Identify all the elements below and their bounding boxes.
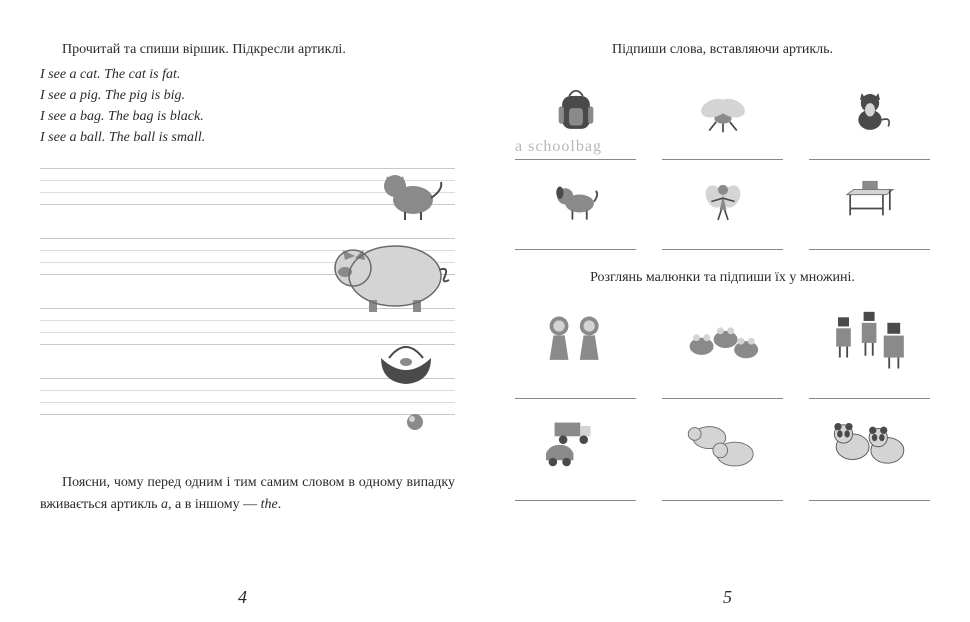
- pandas-icon: [809, 409, 930, 479]
- cell-dog: [515, 170, 636, 250]
- cell-schoolbag: a schoolbag: [515, 80, 636, 160]
- ball-image: [405, 412, 425, 432]
- poem-line: I see a ball. The ball is small.: [40, 127, 455, 148]
- bag-image: [371, 332, 441, 388]
- schoolbag-icon: [515, 80, 636, 138]
- article-a: a: [161, 497, 168, 512]
- cell-frogs: [662, 307, 783, 399]
- cat-image: [375, 162, 445, 222]
- cell-vehicles: [515, 409, 636, 501]
- write-line[interactable]: [662, 228, 783, 250]
- write-line[interactable]: [515, 228, 636, 250]
- robots-icon: [809, 307, 930, 377]
- fairy-icon: [662, 170, 783, 228]
- frogs-icon: [662, 307, 783, 377]
- explain-text: Поясни, чому перед одним і тим самим сло…: [40, 472, 455, 517]
- cell-pandas: [809, 409, 930, 501]
- cell-desk: [809, 170, 930, 250]
- cell-mosquito: [662, 80, 783, 160]
- poem-line: I see a pig. The pig is big.: [40, 85, 455, 106]
- right-instruction-1: Підпиши слова, вставляючи артикль.: [515, 40, 930, 60]
- desk-icon: [809, 170, 930, 228]
- write-line[interactable]: [662, 479, 783, 501]
- dolls-icon: [515, 307, 636, 377]
- write-line[interactable]: [662, 138, 783, 160]
- write-line[interactable]: [809, 377, 930, 399]
- write-line[interactable]: [809, 138, 930, 160]
- write-line[interactable]: [809, 479, 930, 501]
- poem-line: I see a bag. The bag is black.: [40, 106, 455, 127]
- right-instruction-2: Розглянь малюнки та підпиши їх у множині…: [515, 268, 930, 288]
- dog-icon: [515, 170, 636, 228]
- pigs-icon: [662, 409, 783, 479]
- article-the: the: [261, 497, 278, 512]
- cell-pigs: [662, 409, 783, 501]
- cell-dolls: [515, 307, 636, 399]
- vehicles-icon: [515, 409, 636, 479]
- cell-fairy: [662, 170, 783, 250]
- writing-area: [40, 162, 455, 452]
- write-line[interactable]: [515, 479, 636, 501]
- write-line[interactable]: [515, 377, 636, 399]
- poem-block: I see a cat. The cat is fat. I see a pig…: [40, 64, 455, 148]
- pig-image: [325, 226, 455, 318]
- write-line[interactable]: [662, 377, 783, 399]
- page-number-left: 4: [0, 587, 485, 608]
- article-grid: a schoolbag: [515, 80, 930, 250]
- trace-schoolbag[interactable]: a schoolbag: [515, 138, 636, 160]
- page-number-right: 5: [485, 587, 970, 608]
- plural-section: Розглянь малюнки та підпиши їх у множині…: [515, 268, 930, 502]
- cell-robots: [809, 307, 930, 399]
- explain-mid: , а в іншому —: [168, 497, 261, 512]
- explain-post: .: [278, 497, 282, 512]
- cell-cat: [809, 80, 930, 160]
- plural-grid: [515, 307, 930, 501]
- mosquito-icon: [662, 80, 783, 138]
- left-instruction: Прочитай та спиши віршик. Підкресли арти…: [40, 40, 455, 60]
- write-line[interactable]: [809, 228, 930, 250]
- page-right: Підпиши слова, вставляючи артикль. a sch…: [485, 0, 970, 622]
- page-left: Прочитай та спиши віршик. Підкресли арти…: [0, 0, 485, 622]
- cat-sit-icon: [809, 80, 930, 138]
- poem-line: I see a cat. The cat is fat.: [40, 64, 455, 85]
